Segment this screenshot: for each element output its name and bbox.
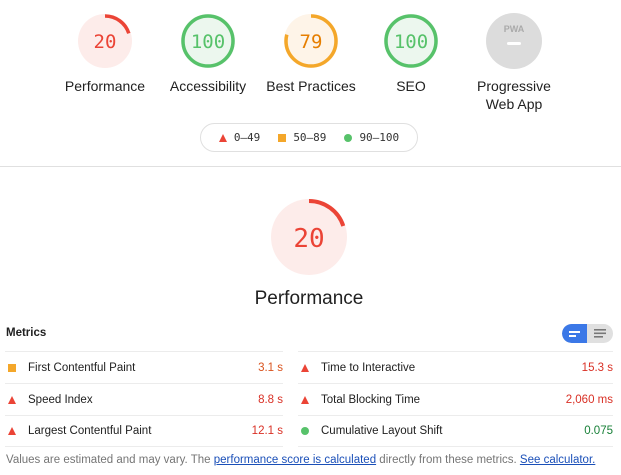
- triangle-icon: [218, 133, 227, 142]
- triangle-icon: [8, 395, 16, 404]
- gauge-arc: [78, 14, 132, 68]
- view-summary-button[interactable]: [562, 324, 587, 343]
- metric-row: Speed Index 8.8 s: [5, 383, 283, 415]
- performance-title: Performance: [254, 288, 364, 309]
- gauge-score: 20: [94, 31, 117, 53]
- gauge-bg: [284, 14, 338, 68]
- gauge-label: Best Practices: [266, 78, 356, 94]
- legend-pass-label: 90–100: [359, 131, 400, 144]
- gauge-label: SEO: [396, 78, 426, 94]
- metric-value: 12.1 s: [251, 425, 283, 437]
- legend-fail: 0–49: [218, 131, 261, 144]
- gauge-label-line1: Progressive: [477, 78, 551, 94]
- footer-note: Values are estimated and may vary. The p…: [6, 454, 595, 466]
- metric-row: Cumulative Layout Shift 0.075: [298, 415, 613, 447]
- metrics-view-toggle[interactable]: [562, 324, 613, 343]
- score-calculated-link[interactable]: performance score is calculated: [213, 454, 377, 466]
- gauge-bg: [486, 13, 542, 69]
- gauge-bg: [78, 14, 132, 68]
- metric-value: 2,060 ms: [565, 393, 613, 406]
- circle-icon: [344, 133, 353, 142]
- metric-name: Largest Contentful Paint: [28, 425, 152, 437]
- metric-row: First Contentful Paint 3.1 s: [5, 351, 283, 383]
- gauge-label-line2: Web App: [485, 96, 543, 112]
- metric-value: 3.1 s: [258, 361, 283, 374]
- gauge-progressive-web-app[interactable]: PWA Progressive Web App: [459, 11, 569, 113]
- metric-name: First Contentful Paint: [28, 361, 136, 374]
- gauge-seo[interactable]: 100 SEO: [356, 11, 466, 95]
- metric-row: Largest Contentful Paint 12.1 s: [5, 415, 283, 447]
- legend-fail-label: 0–49: [233, 131, 261, 144]
- gauge-bg: [384, 14, 438, 68]
- gauge-arc: [284, 14, 338, 68]
- legend-average: 50–89: [278, 131, 326, 144]
- gauge-label: Accessibility: [169, 78, 247, 94]
- gauge-score: 100: [394, 31, 428, 53]
- gauge-label: Progressive Web App: [459, 77, 569, 113]
- pwa-badge-icon: PWA: [504, 24, 525, 34]
- gauge-performance[interactable]: 20 Performance: [50, 11, 160, 95]
- gauge-best-practices[interactable]: 79 Best Practices: [256, 11, 366, 95]
- metrics-right-column: Time to Interactive 15.3 s Total Blocking …: [298, 351, 613, 447]
- metric-name: Time to Interactive: [321, 361, 416, 374]
- gauge-bg: [181, 14, 235, 68]
- gauge-label: Performance: [64, 78, 146, 94]
- gauge-accessibility[interactable]: 100 Accessibility: [153, 11, 263, 95]
- legend-pass: 90–100: [344, 131, 399, 144]
- gauge-bg: [271, 199, 347, 275]
- triangle-icon: [301, 363, 309, 372]
- circle-icon: [301, 427, 309, 435]
- gauge-score: 100: [191, 31, 225, 53]
- dash-icon: [507, 42, 521, 45]
- metrics-left-column: First Contentful Paint 3.1 s Speed Index 8.…: [5, 351, 283, 447]
- square-icon: [8, 363, 16, 372]
- metrics-title: Metrics: [6, 327, 47, 339]
- performance-score: 20: [293, 224, 324, 254]
- score-legend: 0–49 50–89 90–100: [200, 123, 418, 152]
- gauge-arc: [181, 14, 235, 68]
- see-calculator-link[interactable]: See calculator.: [519, 454, 596, 466]
- metric-row: Time to Interactive 15.3 s: [298, 351, 613, 383]
- divider: [0, 166, 621, 167]
- metric-value: 15.3 s: [581, 361, 613, 374]
- metric-name: Cumulative Layout Shift: [321, 425, 443, 437]
- performance-gauge-large: 20: [259, 195, 359, 279]
- metric-value: 8.8 s: [258, 393, 283, 406]
- legend-average-label: 50–89: [293, 131, 327, 144]
- metric-name: Total Blocking Time: [321, 393, 421, 406]
- footer-text-2: directly from these metrics.: [376, 454, 520, 466]
- triangle-icon: [8, 427, 16, 435]
- metric-name: Speed Index: [28, 393, 93, 406]
- square-icon: [278, 133, 287, 142]
- triangle-icon: [301, 395, 309, 404]
- gauge-arc: [271, 199, 347, 275]
- view-details-button[interactable]: [588, 324, 613, 343]
- metric-row: Total Blocking Time 2,060 ms: [298, 383, 613, 415]
- lines-short-icon: [569, 331, 580, 337]
- gauge-score: 79: [300, 31, 323, 53]
- footer-text: Values are estimated and may vary. The: [6, 454, 214, 466]
- metric-value: 0.075: [584, 425, 613, 437]
- gauge-arc: [384, 14, 438, 68]
